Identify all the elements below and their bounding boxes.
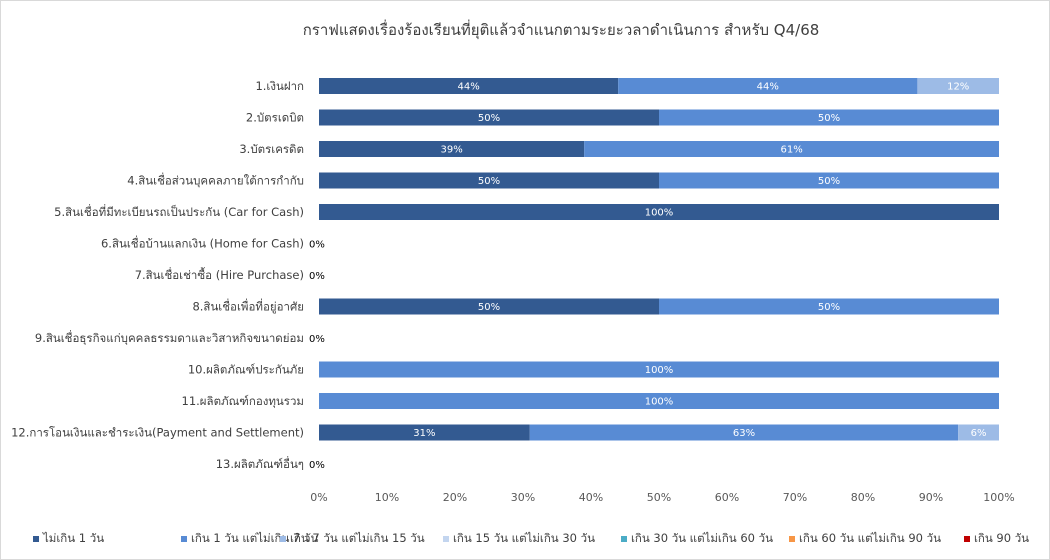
- category-label: 10.ผลิตภัณฑ์ประกันภัย: [188, 363, 304, 377]
- bar-segment: [659, 172, 999, 189]
- category-label: 2.บัตรเดบิต: [246, 111, 304, 125]
- bar-data-label: 50%: [818, 302, 840, 313]
- bar-segment: [659, 109, 999, 126]
- bar-segment: [917, 78, 999, 94]
- bar-segment: [319, 361, 999, 378]
- zero-data-label: 0%: [309, 271, 325, 282]
- bar-data-label: 50%: [818, 176, 840, 187]
- bar-segment: [319, 204, 999, 220]
- x-tick-label: 10%: [375, 491, 399, 504]
- legend-swatch: [621, 536, 627, 542]
- category-label: 1.เงินฝาก: [255, 79, 304, 93]
- bar-segment: [958, 424, 999, 441]
- bar-segment: [659, 298, 999, 315]
- x-tick-label: 100%: [983, 491, 1014, 504]
- category-label: 12.การโอนเงินและชำระเงิน(Payment and Set…: [11, 426, 304, 440]
- bar-data-label: 50%: [478, 302, 500, 313]
- bar-segment: [319, 298, 659, 315]
- bar-data-label: 6%: [971, 428, 987, 439]
- legend-swatch: [33, 536, 39, 542]
- category-labels: 1.เงินฝาก 2.บัตรเดบิต 3.บัตรเครดิต 4.สินเชื…: [11, 79, 304, 471]
- bar-data-label: 100%: [645, 208, 674, 219]
- zero-data-label: 0%: [309, 334, 325, 345]
- legend: ไม่เกิน 1 วัน เกิน 1 วัน แต่ไม่เกิน 7 วัน…: [33, 531, 1029, 545]
- bar-data-label: 44%: [457, 82, 479, 93]
- category-label: 6.สินเชื่อบ้านแลกเงิน (Home for Cash): [101, 236, 304, 251]
- legend-label: เกิน 30 วัน แต่ไม่เกิน 60 วัน: [631, 531, 773, 545]
- bar-segment: [618, 78, 918, 94]
- x-tick-label: 70%: [783, 491, 807, 504]
- category-label: 8.สินเชื่อเพื่อที่อยู่อาศัย: [192, 299, 304, 314]
- category-label: 5.สินเชื่อที่มีทะเบียนรถเป็นประกัน (Car …: [54, 204, 304, 219]
- legend-label: เกิน 90 วัน: [974, 531, 1029, 545]
- bar-data-label: 61%: [780, 145, 802, 156]
- zero-data-label: 0%: [309, 240, 325, 251]
- category-label: 11.ผลิตภัณฑ์กองทุนรวม: [182, 394, 304, 408]
- bar-segment: [584, 141, 999, 157]
- bar-data-label: 31%: [413, 428, 435, 439]
- legend-swatch: [443, 536, 449, 542]
- zero-data-label: 0%: [309, 460, 325, 471]
- legend-swatch: [789, 536, 795, 542]
- x-tick-label: 90%: [919, 491, 943, 504]
- bars-layer: 44% 44% 12% 50% 50% 39% 61% 50% 50% 100% 0% 0% 50% 50…: [309, 78, 999, 471]
- legend-label: เกิน 60 วัน แต่ไม่เกิน 90 วัน: [799, 531, 941, 545]
- x-tick-label: 20%: [443, 491, 467, 504]
- bar-data-label: 44%: [757, 82, 779, 93]
- legend-swatch: [280, 536, 286, 542]
- bar-segment: [319, 172, 659, 189]
- legend-label: ไม่เกิน 1 วัน: [42, 531, 104, 545]
- bar-segment: [529, 424, 959, 441]
- bar-data-label: 50%: [478, 176, 500, 187]
- category-label: 13.ผลิตภัณฑ์อื่นๆ: [216, 456, 304, 471]
- bar-data-label: 50%: [818, 113, 840, 124]
- chart-title: กราฟแสดงเรื่องร้องเรียนที่ยุติแล้วจำแนกต…: [303, 19, 820, 40]
- bar-segment: [319, 393, 999, 409]
- x-tick-label: 60%: [715, 491, 739, 504]
- x-tick-label: 40%: [579, 491, 603, 504]
- x-tick-label: 50%: [647, 491, 671, 504]
- x-tick-label: 80%: [851, 491, 875, 504]
- legend-swatch: [964, 536, 970, 542]
- x-axis: 0% 10% 20% 30% 40% 50% 60% 70% 80% 90% 100%: [310, 491, 1014, 504]
- bar-segment: [319, 141, 585, 157]
- bar-data-label: 50%: [478, 113, 500, 124]
- bar-segment: [319, 78, 619, 94]
- category-label: 3.บัตรเครดิต: [239, 142, 304, 156]
- category-label: 9.สินเชื่อธุรกิจแก่บุคคลธรรมดาและวิสาหกิ…: [35, 330, 304, 345]
- legend-swatch: [181, 536, 187, 542]
- bar-data-label: 63%: [733, 428, 755, 439]
- bar-segment: [319, 109, 659, 126]
- bar-data-label: 12%: [947, 82, 969, 93]
- bar-data-label: 39%: [440, 145, 462, 156]
- legend-label: เกิน 1 วัน แต่ไม่เกิน 7 วัน: [191, 531, 318, 545]
- bar-segment: [319, 424, 530, 441]
- legend-label: เกิน 15 วัน แต่ไม่เกิน 30 วัน: [453, 531, 595, 545]
- bar-data-label: 100%: [645, 365, 674, 376]
- category-label: 4.สินเชื่อส่วนบุคคลภายใต้การกำกับ: [127, 173, 304, 188]
- category-label: 7.สินเชื่อเช่าซื้อ (Hire Purchase): [135, 267, 304, 282]
- x-tick-label: 30%: [511, 491, 535, 504]
- bar-data-label: 100%: [645, 397, 674, 408]
- x-tick-label: 0%: [310, 491, 327, 504]
- legend-label: เกิน 7 วัน แต่ไม่เกิน 15 วัน: [290, 531, 425, 545]
